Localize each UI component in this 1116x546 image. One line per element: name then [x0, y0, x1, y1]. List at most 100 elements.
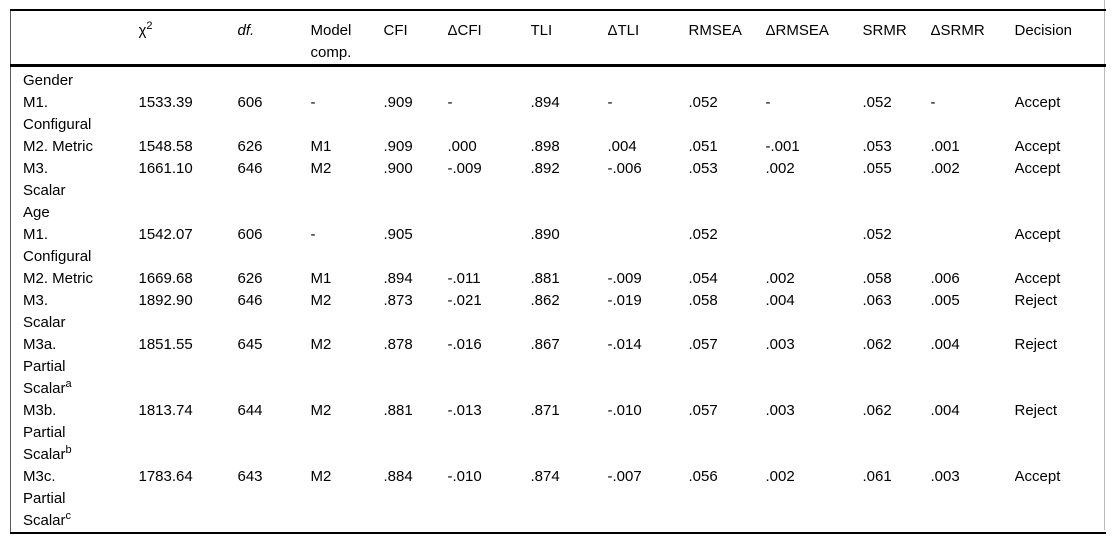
model-label: M1. Configural	[23, 226, 92, 265]
cell-decision: Reject	[1014, 292, 1058, 309]
cell-delta-rmsea: -	[765, 94, 771, 111]
cell-srmr: .063	[862, 292, 892, 309]
column-header-cfi: CFI	[383, 10, 448, 67]
column-header-df: df.	[237, 10, 311, 67]
cell-delta-cfi	[448, 202, 531, 224]
cell-decision: Accept	[1014, 270, 1061, 287]
cell-tli: .890	[530, 226, 560, 243]
column-header-tli: TLI	[530, 10, 608, 67]
cell-decision: Accept	[1014, 138, 1061, 155]
cell-delta-cfi: .000	[447, 138, 477, 155]
cell-delta-tli: -.009	[607, 270, 642, 287]
cell-rmsea: .058	[688, 292, 718, 309]
section-label: Gender	[23, 72, 74, 89]
table-row: M2. Metric 1669.68 626 M1 .894 -.011 .881 -.009…	[11, 268, 1106, 290]
cell-chi2: 1851.55	[138, 336, 193, 353]
cell-cfi: .909	[383, 94, 413, 111]
cell-delta-srmr: .005	[930, 292, 960, 309]
cell-delta-rmsea: .002	[765, 468, 795, 485]
column-header-model	[10, 10, 139, 67]
cell-tli: .871	[530, 402, 560, 419]
model-label: M3b. Partial Scalarb	[23, 402, 72, 463]
cell-model-comp: M1	[310, 138, 332, 155]
cell-delta-tli	[608, 202, 689, 224]
cell-delta-srmr: .001	[930, 138, 960, 155]
cell-cfi: .873	[383, 292, 413, 309]
column-header-delta-rmsea: ΔRMSEA	[765, 10, 863, 67]
column-header-delta-srmr: ΔSRMR	[930, 10, 1015, 67]
cell-delta-rmsea	[766, 224, 863, 268]
cell-model-comp	[311, 202, 384, 224]
cell-chi2	[139, 66, 238, 93]
cell-delta-tli: -.019	[607, 292, 642, 309]
cell-model-comp: M2	[310, 292, 332, 309]
table-row: M3c. Partial Scalarc 1783.64 643 M2 .884 -.010.…	[11, 466, 1106, 533]
cell-df	[238, 202, 311, 224]
cell-decision: Accept	[1014, 468, 1061, 485]
cell-df: 643	[237, 468, 263, 485]
cell-srmr: .052	[862, 94, 892, 111]
cell-srmr: .058	[862, 270, 892, 287]
cell-cfi: .878	[383, 336, 413, 353]
table-row: M2. Metric 1548.58 626 M1 .909 .000 .898 .004 .0…	[11, 136, 1106, 158]
section-label: Age	[23, 204, 50, 221]
cell-delta-srmr: .003	[930, 468, 960, 485]
cell-delta-srmr: .002	[930, 160, 960, 177]
cell-delta-cfi: -.016	[447, 336, 482, 353]
cell-delta-srmr: -	[930, 94, 936, 111]
cell-df: 606	[237, 226, 263, 243]
cell-srmr: .061	[862, 468, 892, 485]
cell-chi2: 1813.74	[138, 402, 193, 419]
column-header-srmr: SRMR	[862, 10, 931, 67]
table-row: M1. Configural 1533.39 606 - .909 - .894 - .052 -.…	[11, 92, 1106, 136]
cell-delta-cfi: -.009	[447, 160, 482, 177]
cell-model-comp	[311, 66, 384, 93]
section-row: Age	[11, 202, 1106, 224]
column-header-delta-cfi: ΔCFI	[447, 10, 531, 67]
cell-delta-tli	[608, 66, 689, 93]
cell-chi2: 1669.68	[138, 270, 193, 287]
cell-chi2: 1533.39	[138, 94, 193, 111]
cell-decision: Reject	[1014, 336, 1058, 353]
cell-df: 645	[237, 336, 263, 353]
cell-cfi: .884	[383, 468, 413, 485]
cell-df: 646	[237, 160, 263, 177]
cell-rmsea: .057	[688, 336, 718, 353]
cell-df	[238, 66, 311, 93]
cell-decision	[1015, 66, 1106, 93]
cell-delta-tli: -.007	[607, 468, 642, 485]
cell-srmr: .055	[862, 160, 892, 177]
cell-model-comp: M1	[310, 270, 332, 287]
cell-cfi: .894	[383, 270, 413, 287]
cell-delta-srmr	[931, 202, 1015, 224]
cell-srmr: .053	[862, 138, 892, 155]
cell-model-comp: -	[310, 94, 316, 111]
cell-rmsea: .054	[688, 270, 718, 287]
cell-df: 646	[237, 292, 263, 309]
cell-chi2: 1548.58	[138, 138, 193, 155]
cell-decision: Accept	[1014, 94, 1061, 111]
cell-chi2: 1783.64	[138, 468, 193, 485]
cell-df: 606	[237, 94, 263, 111]
table-row: M3b. Partial Scalarb 1813.74 644 M2 .881 -.013.…	[11, 400, 1106, 466]
cell-delta-rmsea: .002	[765, 270, 795, 287]
cell-decision	[1015, 202, 1106, 224]
cell-cfi: .881	[383, 402, 413, 419]
cell-cfi: .905	[383, 226, 413, 243]
column-header-delta-tli: ΔTLI	[607, 10, 689, 67]
model-label: M3c. Partial Scalarc	[23, 468, 72, 529]
cell-delta-rmsea: .004	[765, 292, 795, 309]
cell-cfi: .909	[383, 138, 413, 155]
cell-rmsea: .057	[688, 402, 718, 419]
cell-model-comp: M2	[310, 160, 332, 177]
cell-delta-srmr	[931, 66, 1015, 93]
cell-model-comp: M2	[310, 468, 332, 485]
cell-df: 644	[237, 402, 263, 419]
cell-delta-rmsea: .003	[765, 402, 795, 419]
cell-delta-rmsea: .002	[765, 160, 795, 177]
page-edge-line	[1104, 0, 1105, 530]
cell-decision: Accept	[1014, 160, 1061, 177]
cell-decision: Accept	[1014, 226, 1061, 243]
cell-rmsea: .053	[688, 160, 718, 177]
cell-delta-cfi: -.013	[447, 402, 482, 419]
